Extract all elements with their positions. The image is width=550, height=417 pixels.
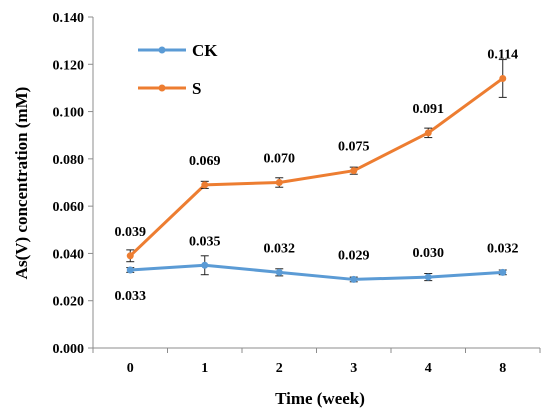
x-tick-label: 8 — [499, 361, 506, 376]
x-tick-label: 1 — [201, 361, 208, 376]
series-s — [126, 59, 507, 263]
data-label: 0.035 — [189, 234, 221, 249]
data-label: 0.030 — [413, 246, 445, 261]
data-point — [499, 268, 507, 276]
axes — [92, 17, 540, 349]
legend-marker — [158, 84, 166, 92]
y-axis-ticks: 0.000 0.020 0.040 0.060 0.080 0.100 0.120 0.140 — [53, 11, 93, 357]
legend-item-s: S — [138, 79, 201, 98]
series-layer — [126, 59, 507, 283]
data-point — [499, 74, 507, 82]
x-tick-label: 3 — [350, 361, 357, 376]
y-tick-label: 0.120 — [53, 58, 85, 73]
legend-label: S — [192, 79, 201, 98]
legend-label: CK — [192, 41, 218, 60]
data-label: 0.114 — [487, 47, 518, 62]
y-tick-label: 0.000 — [53, 342, 85, 357]
data-label: 0.039 — [115, 225, 147, 240]
x-tick-label: 4 — [425, 361, 432, 376]
x-tick-label: 2 — [276, 361, 283, 376]
legend-item-ck: CK — [138, 41, 218, 60]
series-ck — [126, 255, 507, 283]
data-label: 0.029 — [338, 248, 370, 263]
data-label: 0.032 — [264, 241, 296, 256]
data-point — [424, 273, 432, 281]
series-line — [130, 263, 503, 281]
y-axis-title: As(V) concentration (mM) — [12, 87, 31, 280]
data-label: 0.070 — [264, 152, 296, 167]
y-tick-label: 0.080 — [53, 153, 85, 168]
y-tick-label: 0.060 — [53, 200, 85, 215]
data-point — [350, 167, 358, 175]
data-label: 0.075 — [338, 140, 370, 155]
legend: CK S — [138, 41, 218, 98]
data-point — [275, 179, 283, 186]
y-tick-label: 0.140 — [53, 11, 85, 26]
data-point — [201, 261, 209, 269]
data-point — [275, 268, 283, 276]
series-line — [129, 77, 504, 257]
data-point — [201, 181, 209, 189]
data-point — [126, 252, 134, 260]
legend-marker — [158, 46, 166, 54]
data-point — [424, 129, 432, 137]
data-labels: 0.033 0.035 0.032 0.029 0.030 0.032 0.039 0.069… — [115, 47, 519, 304]
data-point — [350, 275, 358, 283]
y-tick-label: 0.100 — [53, 106, 85, 121]
data-label: 0.032 — [487, 241, 519, 256]
x-axis-ticks: 0 1 2 3 4 8 — [92, 348, 541, 376]
data-label: 0.091 — [413, 102, 445, 117]
x-tick-label: 0 — [127, 361, 134, 376]
x-axis-title: Time (week) — [275, 389, 365, 408]
data-point — [126, 266, 134, 274]
y-tick-label: 0.020 — [53, 295, 85, 310]
y-tick-label: 0.040 — [53, 247, 85, 262]
data-label: 0.069 — [189, 154, 221, 169]
data-label: 0.033 — [115, 289, 147, 304]
